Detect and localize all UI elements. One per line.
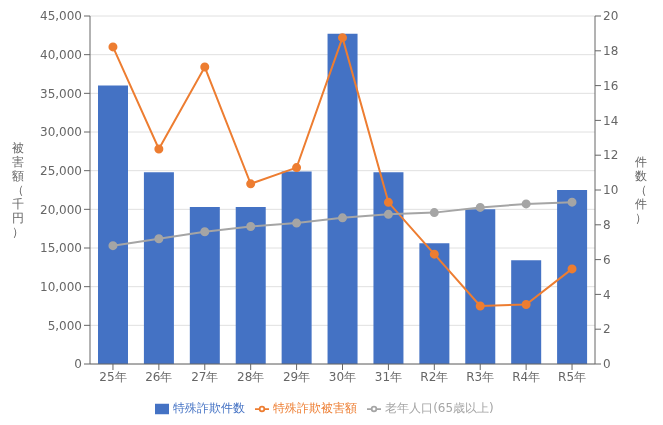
svg-text:35,000: 35,000: [40, 87, 82, 101]
html-text:特殊詐欺件数: 特殊詐欺件数: [173, 401, 246, 415]
svg-text:15,000: 15,000: [40, 241, 82, 255]
svg-text:R3年: R3年: [466, 370, 494, 384]
svg-text:4: 4: [603, 288, 611, 302]
svg-text:件: 件: [635, 155, 647, 169]
svg-text:円: 円: [12, 211, 24, 225]
html-text:特殊詐欺被害額: 特殊詐欺被害額: [273, 401, 358, 415]
svg-text:6: 6: [603, 253, 611, 267]
svg-text:R2年: R2年: [420, 370, 448, 384]
svg-text:12: 12: [603, 148, 618, 162]
svg-text:18: 18: [603, 44, 618, 58]
svg-text:（: （: [635, 183, 647, 197]
svg-text:数: 数: [635, 169, 647, 183]
svg-text:30,000: 30,000: [40, 125, 82, 139]
svg-text:16: 16: [603, 79, 618, 93]
svg-text:29年: 29年: [283, 370, 310, 384]
svg-text:被: 被: [12, 141, 24, 155]
svg-text:26年: 26年: [145, 370, 172, 384]
svg-text:30年: 30年: [329, 370, 356, 384]
svg-text:0: 0: [74, 357, 82, 371]
svg-text:10: 10: [603, 183, 618, 197]
svg-text:10,000: 10,000: [40, 280, 82, 294]
svg-text:25年: 25年: [99, 370, 126, 384]
svg-text:40,000: 40,000: [40, 48, 82, 62]
svg-text:0: 0: [603, 357, 611, 371]
svg-text:（: （: [12, 183, 24, 197]
svg-text:20,000: 20,000: [40, 203, 82, 217]
svg-text:件: 件: [635, 197, 647, 211]
svg-text:）: ）: [12, 225, 24, 239]
svg-text:25,000: 25,000: [40, 164, 82, 178]
svg-text:額: 額: [12, 169, 24, 183]
svg-text:）: ）: [635, 211, 647, 225]
svg-text:2: 2: [603, 322, 611, 336]
svg-text:28年: 28年: [237, 370, 264, 384]
svg-text:5,000: 5,000: [48, 319, 82, 333]
svg-text:14: 14: [603, 114, 618, 128]
svg-text:R4年: R4年: [512, 370, 540, 384]
svg-text:45,000: 45,000: [40, 9, 82, 23]
svg-text:千: 千: [12, 197, 24, 211]
svg-text:20: 20: [603, 9, 618, 23]
svg-text:8: 8: [603, 218, 611, 232]
svg-text:27年: 27年: [191, 370, 218, 384]
svg-text:31年: 31年: [375, 370, 402, 384]
svg-text:害: 害: [12, 155, 24, 169]
svg-text:R5年: R5年: [558, 370, 586, 384]
html-text:老年人口(65歳以上): 老年人口(65歳以上): [385, 401, 494, 415]
